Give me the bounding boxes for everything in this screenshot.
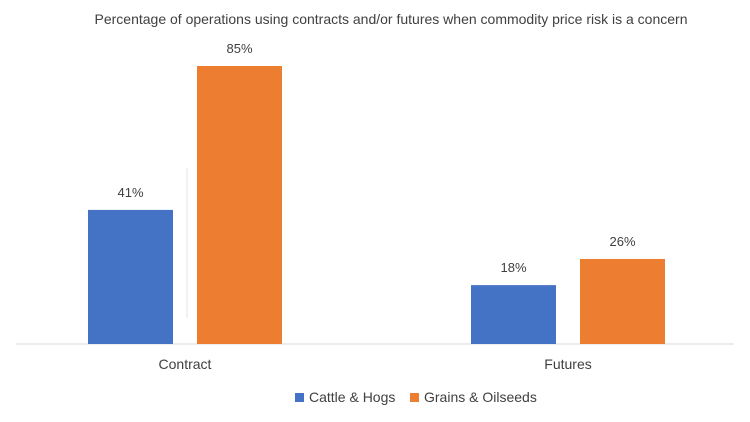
category-label-futures: Futures <box>544 356 591 372</box>
legend-label-cattle-hogs: Cattle & Hogs <box>309 389 395 405</box>
bar-cattle-hogs-contract <box>88 209 173 344</box>
legend: Cattle & Hogs Grains & Oilseeds <box>295 389 537 405</box>
bar-labels-group: 41% 85% 18% 26% <box>117 41 635 275</box>
bar-grains-oilseeds-futures <box>580 258 665 344</box>
chart-title: Percentage of operations using contracts… <box>95 11 688 27</box>
data-label-cattle-hogs-futures: 18% <box>500 260 526 275</box>
data-label-grains-oilseeds-contract: 85% <box>226 41 252 56</box>
bar-cattle-hogs-futures <box>471 285 556 344</box>
data-label-grains-oilseeds-futures: 26% <box>609 234 635 249</box>
legend-swatch-grains-oilseeds <box>410 393 419 402</box>
category-label-contract: Contract <box>159 356 212 372</box>
bar-grains-oilseeds-contract <box>197 66 282 344</box>
bars-group <box>88 66 665 344</box>
legend-swatch-cattle-hogs <box>295 393 304 402</box>
data-label-cattle-hogs-contract: 41% <box>117 185 143 200</box>
legend-label-grains-oilseeds: Grains & Oilseeds <box>424 389 537 405</box>
